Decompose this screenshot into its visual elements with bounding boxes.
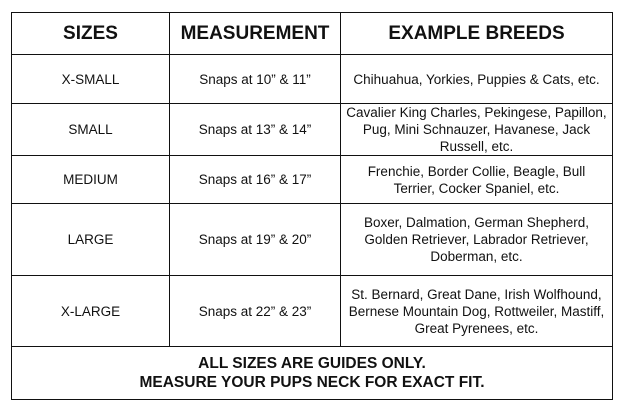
size-cell: MEDIUM (11, 155, 170, 204)
table-row: LARGE Snaps at 19” & 20” Boxer, Dalmatio… (11, 203, 613, 276)
table-row: X-LARGE Snaps at 22” & 23” St. Bernard, … (11, 275, 613, 347)
size-cell: X-SMALL (11, 54, 170, 104)
measurement-cell: Snaps at 13” & 14” (169, 103, 341, 156)
breeds-cell: Cavalier King Charles, Pekingese, Papill… (340, 103, 613, 156)
table-row: SMALL Snaps at 13” & 14” Cavalier King C… (11, 103, 613, 156)
table-row: X-SMALL Snaps at 10” & 11” Chihuahua, Yo… (11, 54, 613, 104)
table-row: MEDIUM Snaps at 16” & 17” Frenchie, Bord… (11, 155, 613, 204)
header-measurement: MEASUREMENT (169, 12, 341, 55)
measurement-cell: Snaps at 19” & 20” (169, 203, 341, 276)
breeds-cell: Frenchie, Border Collie, Beagle, Bull Te… (340, 155, 613, 204)
size-cell: X-LARGE (11, 275, 170, 347)
breeds-cell: St. Bernard, Great Dane, Irish Wolfhound… (340, 275, 613, 347)
footer-line-1: ALL SIZES ARE GUIDES ONLY. (198, 355, 426, 372)
measurement-cell: Snaps at 22” & 23” (169, 275, 341, 347)
breeds-cell: Chihuahua, Yorkies, Puppies & Cats, etc. (340, 54, 613, 104)
size-chart-table: SIZES MEASUREMENT EXAMPLE BREEDS X-SMALL… (11, 12, 613, 400)
footer-line-2: MEASURE YOUR PUPS NECK FOR EXACT FIT. (139, 374, 485, 391)
header-row: SIZES MEASUREMENT EXAMPLE BREEDS (11, 12, 613, 55)
footer-row: ALL SIZES ARE GUIDES ONLY. MEASURE YOUR … (11, 346, 613, 400)
measurement-cell: Snaps at 10” & 11” (169, 54, 341, 104)
measurement-cell: Snaps at 16” & 17” (169, 155, 341, 204)
header-example-breeds: EXAMPLE BREEDS (340, 12, 613, 55)
footer-note: ALL SIZES ARE GUIDES ONLY. MEASURE YOUR … (11, 346, 613, 400)
size-cell: LARGE (11, 203, 170, 276)
header-sizes: SIZES (11, 12, 170, 55)
size-cell: SMALL (11, 103, 170, 156)
breeds-cell: Boxer, Dalmation, German Shepherd, Golde… (340, 203, 613, 276)
